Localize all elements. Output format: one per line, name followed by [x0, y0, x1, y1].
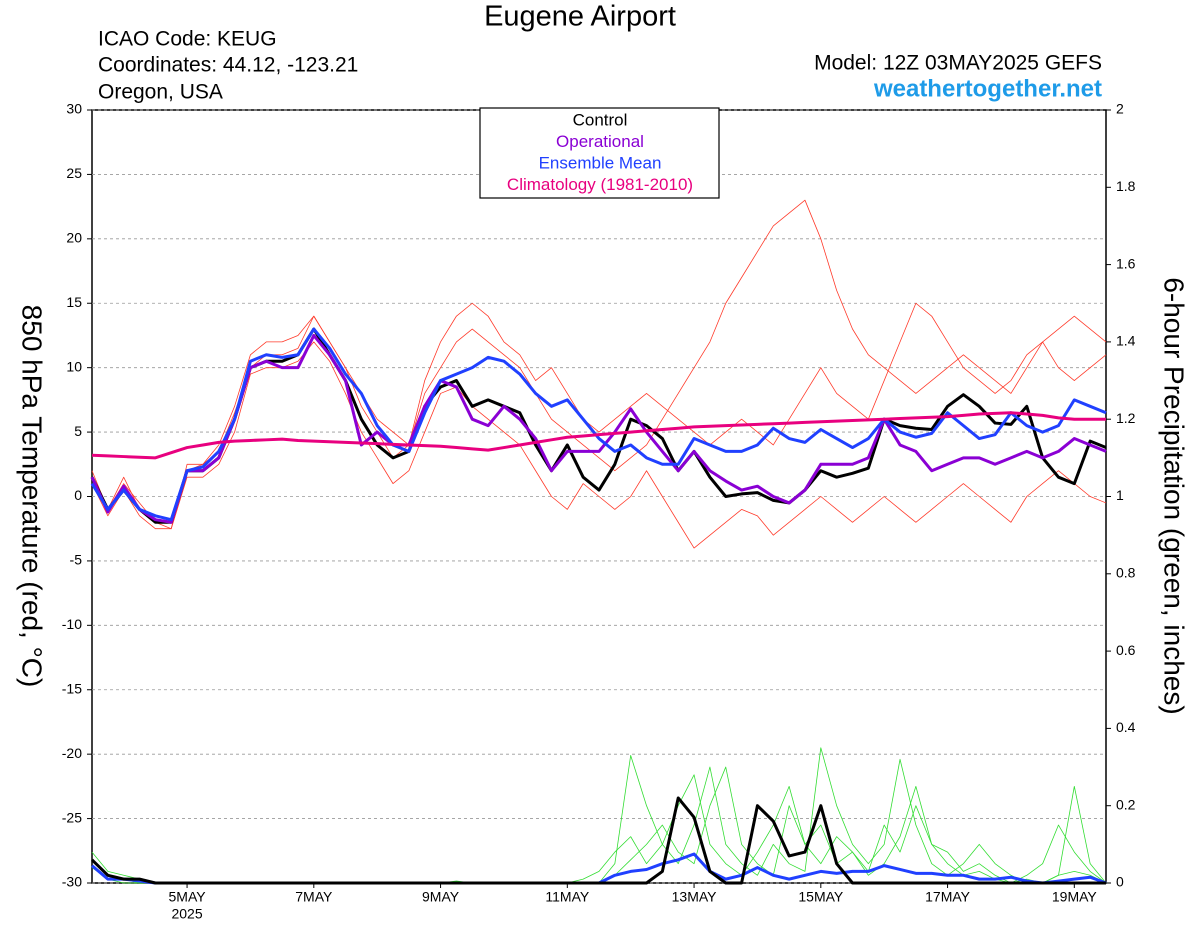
member-line — [91, 302, 1107, 523]
y2-tick-label: 0.4 — [1116, 719, 1136, 735]
y-tick-label: -10 — [62, 616, 82, 632]
legend-box — [479, 107, 720, 199]
y2-tick-label: 0 — [1116, 874, 1124, 890]
y2-tick-label: 0.6 — [1116, 642, 1136, 658]
member-line — [91, 341, 1107, 549]
legend-entry: Ensemble Mean — [539, 153, 662, 172]
series-line — [90, 327, 1107, 522]
y-tick-label: -25 — [62, 809, 82, 825]
member-line — [91, 766, 1107, 884]
y2-tick-label: 2 — [1116, 101, 1124, 117]
y-tick-label: -20 — [62, 745, 82, 761]
source-text: weathertogether.net — [873, 75, 1102, 102]
member-line — [91, 747, 1107, 884]
x-year-label: 2025 — [171, 906, 202, 922]
legend-entry: Operational — [556, 132, 644, 151]
y-tick-label: 30 — [66, 101, 82, 117]
y-tick-label: 5 — [74, 423, 82, 439]
y2-tick-label: 0.8 — [1116, 565, 1136, 581]
y-tick-label: -30 — [62, 874, 82, 890]
y-tick-label: -5 — [70, 552, 83, 568]
series-line — [90, 333, 1107, 524]
x-tick-label: 9MAY — [422, 889, 460, 905]
x-tick-label: 17MAY — [925, 889, 971, 905]
member-line — [91, 199, 1107, 530]
x-tick-label: 11MAY — [545, 889, 589, 905]
y2-tick-label: 1.8 — [1116, 178, 1136, 194]
y2-tick-label: 1.4 — [1116, 333, 1136, 349]
y2-tick-label: 0.2 — [1116, 796, 1136, 812]
chart-title: Eugene Airport — [484, 1, 676, 33]
x-tick-label: 15MAY — [798, 889, 844, 905]
info-text: ICAO Code: KEUG — [98, 28, 277, 51]
y-tick-label: 0 — [74, 487, 82, 503]
info-text: Coordinates: 44.12, -123.21 — [98, 54, 358, 77]
x-tick-label: 19MAY — [1052, 889, 1098, 905]
y2-axis-title: 6-hour Precipitation (green, inches) — [1159, 277, 1190, 714]
series-line — [90, 327, 1107, 524]
y-tick-label: 15 — [66, 294, 82, 310]
x-tick-label: 7MAY — [295, 889, 333, 905]
y-tick-label: 25 — [66, 165, 82, 181]
y-axis-title: 850 hPa Temperature (red, °C) — [17, 305, 48, 688]
y2-tick-label: 1.2 — [1116, 410, 1136, 426]
info-text: Oregon, USA — [98, 81, 223, 104]
y-tick-label: 10 — [66, 358, 82, 374]
series-line — [91, 411, 1106, 460]
y-tick-label: 20 — [66, 230, 82, 246]
series-line — [90, 796, 1106, 885]
legend-entry: Climatology (1981-2010) — [507, 175, 693, 194]
x-tick-label: 13MAY — [672, 889, 718, 905]
y-tick-label: -15 — [62, 680, 82, 696]
y2-tick-label: 1.6 — [1116, 255, 1136, 271]
model-text: Model: 12Z 03MAY2025 GEFS — [814, 52, 1102, 75]
member-line — [91, 774, 1107, 884]
x-tick-label: 5MAY — [169, 889, 207, 905]
y2-tick-label: 1 — [1116, 487, 1124, 503]
legend-entry: Control — [573, 110, 628, 129]
